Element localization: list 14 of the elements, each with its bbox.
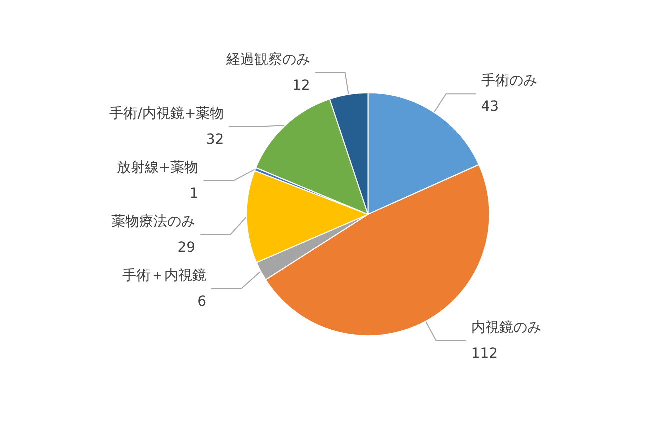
slice-label: 経過観察のみ <box>225 52 310 68</box>
data-label: 12 <box>292 78 310 94</box>
data-label: 43 <box>481 99 500 116</box>
data-label: 6 <box>198 294 207 310</box>
slice-label: 内視鏡のみ <box>471 320 542 336</box>
slice-label: 手術のみ <box>481 73 538 90</box>
slice-label: 薬物療法のみ <box>112 214 196 230</box>
data-label: 112 <box>471 346 498 362</box>
data-label: 1 <box>190 186 199 202</box>
data-label: 29 <box>178 240 196 256</box>
slice-label: 手術/内視鏡+薬物 <box>110 106 224 122</box>
data-label: 32 <box>206 132 224 148</box>
slice-label: 手術＋内視鏡 <box>122 268 206 284</box>
slice-label: 放射線+薬物 <box>116 160 199 176</box>
